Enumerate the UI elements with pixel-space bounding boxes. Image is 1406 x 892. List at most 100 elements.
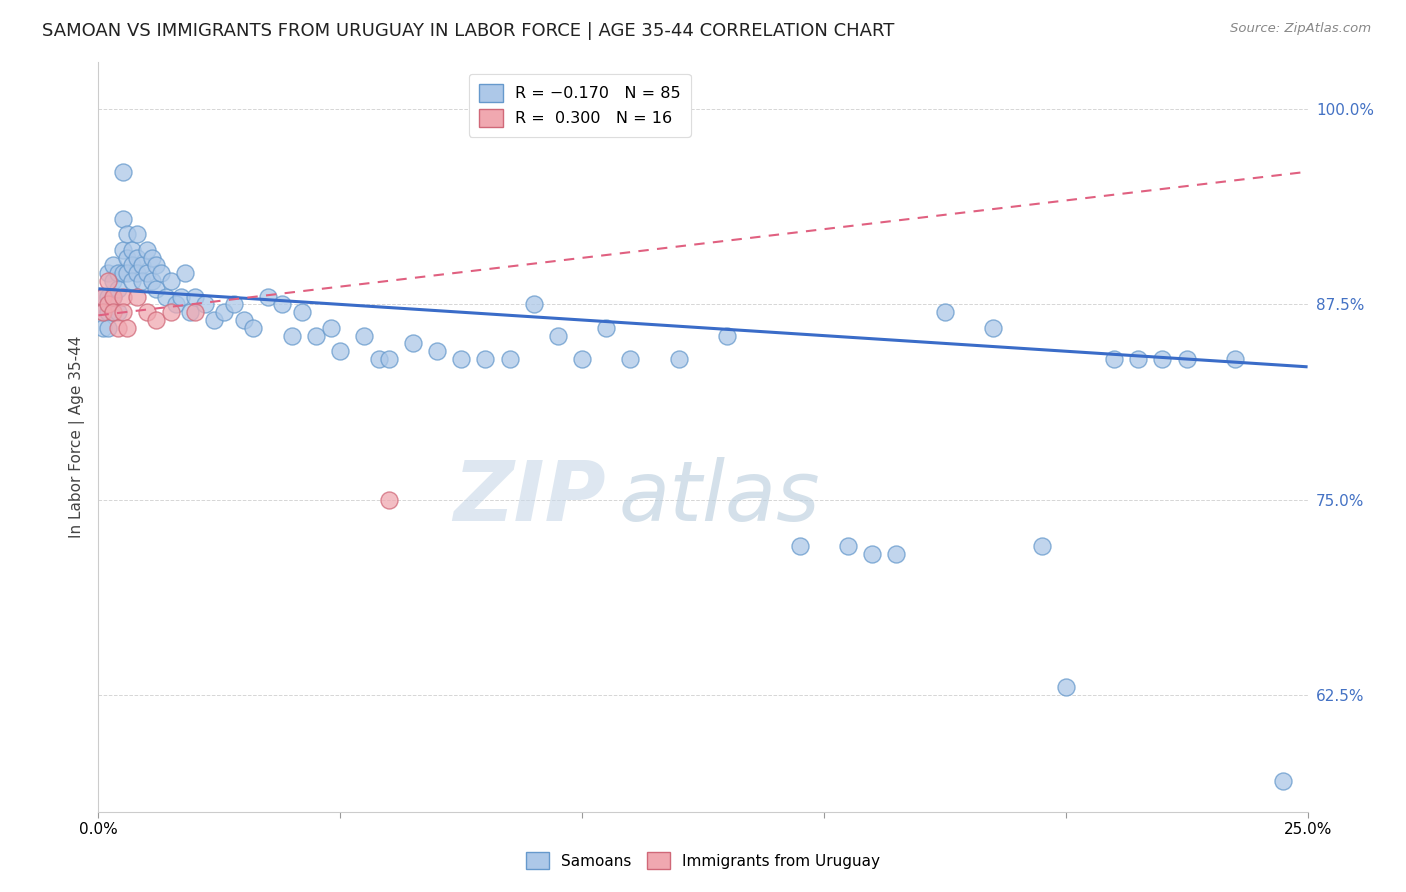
Point — [1223, 351, 1246, 366]
Point — [981, 320, 1004, 334]
Point — [111, 164, 134, 178]
Point — [117, 320, 139, 334]
Point — [91, 305, 114, 319]
Point — [184, 289, 207, 303]
Point — [474, 351, 496, 366]
Point — [131, 274, 153, 288]
Point — [305, 328, 328, 343]
Point — [91, 305, 114, 319]
Point — [141, 274, 163, 288]
Point — [97, 297, 120, 311]
Point — [256, 289, 278, 303]
Point — [184, 305, 207, 319]
Y-axis label: In Labor Force | Age 35-44: In Labor Force | Age 35-44 — [69, 336, 86, 538]
Point — [107, 320, 129, 334]
Point — [1031, 540, 1053, 554]
Point — [91, 320, 114, 334]
Point — [1152, 351, 1174, 366]
Point — [179, 305, 201, 319]
Point — [860, 547, 883, 561]
Point — [107, 305, 129, 319]
Point — [135, 305, 157, 319]
Point — [117, 251, 139, 265]
Point — [111, 289, 134, 303]
Point — [111, 211, 134, 226]
Point — [1272, 773, 1295, 788]
Point — [135, 266, 157, 280]
Point — [101, 274, 124, 288]
Point — [934, 305, 956, 319]
Legend: R = −0.170   N = 85, R =  0.300   N = 16: R = −0.170 N = 85, R = 0.300 N = 16 — [470, 74, 690, 136]
Point — [668, 351, 690, 366]
Point — [101, 289, 124, 303]
Point — [131, 258, 153, 272]
Point — [155, 289, 177, 303]
Point — [117, 266, 139, 280]
Point — [121, 258, 143, 272]
Point — [789, 540, 811, 554]
Point — [160, 274, 183, 288]
Point — [837, 540, 859, 554]
Point — [377, 351, 399, 366]
Point — [232, 313, 254, 327]
Point — [165, 297, 187, 311]
Point — [127, 227, 149, 241]
Point — [402, 336, 425, 351]
Point — [101, 305, 124, 319]
Point — [498, 351, 520, 366]
Point — [107, 282, 129, 296]
Point — [121, 274, 143, 288]
Text: Source: ZipAtlas.com: Source: ZipAtlas.com — [1230, 22, 1371, 36]
Point — [271, 297, 294, 311]
Point — [242, 320, 264, 334]
Point — [91, 289, 114, 303]
Point — [97, 274, 120, 288]
Point — [619, 351, 641, 366]
Point — [97, 289, 120, 303]
Point — [111, 243, 134, 257]
Point — [329, 344, 352, 359]
Point — [204, 313, 226, 327]
Point — [886, 547, 908, 561]
Point — [222, 297, 245, 311]
Text: ZIP: ZIP — [454, 457, 606, 538]
Point — [145, 282, 167, 296]
Point — [426, 344, 449, 359]
Point — [111, 266, 134, 280]
Point — [571, 351, 593, 366]
Point — [377, 492, 399, 507]
Point — [107, 266, 129, 280]
Point — [450, 351, 472, 366]
Point — [1175, 351, 1198, 366]
Point — [101, 305, 124, 319]
Point — [135, 243, 157, 257]
Point — [121, 243, 143, 257]
Point — [145, 313, 167, 327]
Point — [595, 320, 617, 334]
Point — [174, 266, 197, 280]
Point — [194, 297, 217, 311]
Point — [281, 328, 304, 343]
Point — [101, 289, 124, 303]
Point — [547, 328, 569, 343]
Point — [111, 305, 134, 319]
Point — [97, 305, 120, 319]
Point — [150, 266, 173, 280]
Point — [117, 227, 139, 241]
Point — [368, 351, 391, 366]
Point — [97, 266, 120, 280]
Point — [523, 297, 546, 311]
Point — [1054, 680, 1077, 694]
Text: SAMOAN VS IMMIGRANTS FROM URUGUAY IN LABOR FORCE | AGE 35-44 CORRELATION CHART: SAMOAN VS IMMIGRANTS FROM URUGUAY IN LAB… — [42, 22, 894, 40]
Point — [212, 305, 235, 319]
Point — [127, 251, 149, 265]
Point — [127, 289, 149, 303]
Point — [319, 320, 342, 334]
Point — [97, 320, 120, 334]
Point — [353, 328, 375, 343]
Point — [127, 266, 149, 280]
Legend: Samoans, Immigrants from Uruguay: Samoans, Immigrants from Uruguay — [520, 846, 886, 875]
Text: atlas: atlas — [619, 457, 820, 538]
Point — [1102, 351, 1125, 366]
Point — [290, 305, 312, 319]
